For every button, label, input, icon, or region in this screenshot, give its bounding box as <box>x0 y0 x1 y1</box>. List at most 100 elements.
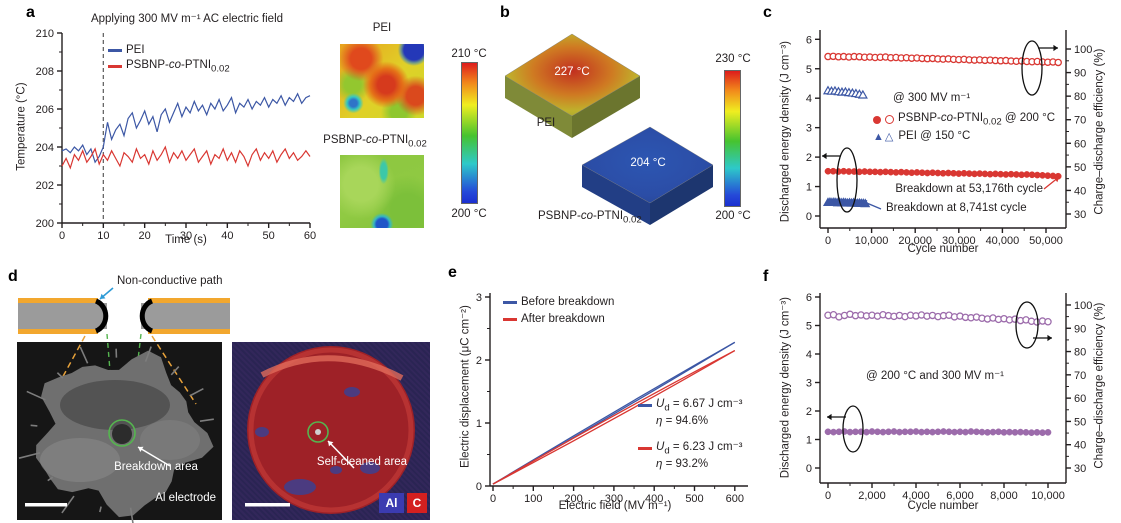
triangle-markers: ▲△ <box>873 131 895 144</box>
filled-circle-marker <box>873 115 881 124</box>
svg-text:4: 4 <box>806 93 812 105</box>
panel-c-legend-pei-label: PEI @ 150 °C <box>898 130 971 142</box>
svg-text:80: 80 <box>1074 91 1086 103</box>
svg-text:208: 208 <box>36 66 54 78</box>
svg-text:10,000: 10,000 <box>1031 490 1065 502</box>
colorbar-a <box>461 62 478 204</box>
psbnp-box-label: PSBNP-co-PTNI0.02 <box>538 210 642 226</box>
svg-text:70: 70 <box>1074 370 1086 382</box>
panel-c-breakdown-annotation-blue: Breakdown at 8,741st cycle <box>886 202 1027 214</box>
pei-line-swatch <box>108 49 122 52</box>
pei-box-temp-label: 227 °C <box>554 66 590 78</box>
svg-text:70: 70 <box>1074 115 1086 127</box>
svg-text:40: 40 <box>1074 440 1086 452</box>
ud-before-value: Ud = 6.67 J cm⁻³ <box>656 398 743 414</box>
panel-a-y-axis-label: Temperature (°C) <box>15 82 28 171</box>
svg-text:200: 200 <box>36 218 54 230</box>
psbnp-box-temp-label: 204 °C <box>630 157 666 169</box>
svg-text:210: 210 <box>36 28 54 40</box>
panel-c-condition: @ 300 MV m⁻¹ <box>893 92 971 104</box>
non-conductive-path-label: Non-conductive path <box>117 275 223 287</box>
svg-text:100: 100 <box>1074 44 1092 56</box>
svg-text:0: 0 <box>59 230 65 242</box>
svg-text:10,000: 10,000 <box>855 235 889 247</box>
svg-text:3: 3 <box>476 292 482 304</box>
before-breakdown-label: Before breakdown <box>521 296 615 308</box>
svg-text:202: 202 <box>36 180 54 192</box>
svg-text:60: 60 <box>304 230 316 242</box>
psbnp-legend-label: PSBNP-co-PTNI0.02 <box>126 59 230 75</box>
svg-text:0: 0 <box>490 493 496 505</box>
panel-c-x-axis-label: Cycle number <box>907 243 979 255</box>
svg-text:40: 40 <box>1074 185 1086 197</box>
svg-text:50: 50 <box>1074 416 1086 428</box>
panel-f-right-axis-label: Charge–discharge efficiency (%) <box>1093 302 1106 469</box>
panel-label-f: f <box>763 268 769 285</box>
ud-after-value: Ud = 6.23 J cm⁻³ <box>656 441 743 457</box>
panel-label-c: c <box>763 4 772 21</box>
panel-c-breakdown-annotation-red: Breakdown at 53,176th cycle <box>895 183 1043 195</box>
colorbar-b <box>724 70 741 207</box>
panel-a-x-axis-label: Time (s) <box>165 234 207 246</box>
colorbar-b-max-label: 230 °C <box>715 53 751 65</box>
thermal-psbnp-label: PSBNP-co-PTNI0.02 <box>323 134 427 150</box>
svg-text:206: 206 <box>36 104 54 116</box>
panel-c-legend-psbnp: PSBNP-co-PTNI0.02 @ 200 °C <box>873 112 1055 127</box>
svg-text:2,000: 2,000 <box>858 490 886 502</box>
svg-text:0: 0 <box>825 235 831 247</box>
svg-text:600: 600 <box>726 493 744 505</box>
svg-text:4: 4 <box>806 349 812 361</box>
after-breakdown-label: After breakdown <box>521 313 605 325</box>
panel-a-legend-pei: PEI <box>108 44 145 57</box>
panel-e-legend-before: Before breakdown <box>503 296 614 309</box>
panel-c-left-axis-label: Discharged energy density (J cm⁻³) <box>779 41 792 223</box>
svg-text:30: 30 <box>1074 463 1086 475</box>
svg-text:0: 0 <box>806 211 812 223</box>
eta-before-value: η = 94.6% <box>656 415 709 427</box>
svg-text:1: 1 <box>476 418 482 430</box>
open-circle-marker <box>885 115 894 125</box>
svg-text:10: 10 <box>97 230 109 242</box>
panel-a-title: Applying 300 MV m⁻¹ AC electric field <box>90 13 284 25</box>
colorbar-a-max-label: 210 °C <box>451 48 487 60</box>
ud-before-swatch <box>638 404 652 407</box>
svg-text:3: 3 <box>806 123 812 135</box>
eta-after-value: η = 93.2% <box>656 458 709 470</box>
svg-text:5: 5 <box>806 321 812 333</box>
svg-text:30: 30 <box>1074 209 1086 221</box>
svg-text:0: 0 <box>476 481 482 493</box>
svg-text:0: 0 <box>825 490 831 502</box>
panel-e-ud-before: Ud = 6.67 J cm⁻³ <box>638 398 743 413</box>
panel-e-legend-after: After breakdown <box>503 313 605 326</box>
svg-text:204: 204 <box>36 142 54 154</box>
svg-text:5: 5 <box>806 64 812 76</box>
svg-text:6: 6 <box>806 34 812 46</box>
panel-f-left-axis-label: Discharged energy density (J cm⁻³) <box>779 297 792 479</box>
breakdown-area-label: Breakdown area <box>114 461 198 473</box>
svg-text:50: 50 <box>1074 162 1086 174</box>
after-breakdown-swatch <box>503 318 517 321</box>
svg-text:80: 80 <box>1074 347 1086 359</box>
panel-label-b: b <box>500 4 510 21</box>
panel-c-legend-pei: ▲△ PEI @ 150 °C <box>873 130 970 143</box>
svg-text:90: 90 <box>1074 68 1086 80</box>
thermal-pei-label: PEI <box>372 22 392 34</box>
panel-e-ud-after: Ud = 6.23 J cm⁻³ <box>638 441 743 456</box>
svg-text:2: 2 <box>806 406 812 418</box>
svg-text:1: 1 <box>806 435 812 447</box>
panel-e-x-axis-label: Electric field (MV m⁻¹) <box>558 500 672 512</box>
ud-after-swatch <box>638 447 652 450</box>
al-electrode-label: Al electrode <box>155 492 216 504</box>
panel-label-e: e <box>448 264 457 281</box>
panel-label-d: d <box>8 268 18 285</box>
svg-text:50: 50 <box>263 230 275 242</box>
svg-text:6: 6 <box>806 292 812 304</box>
panel-a-legend-psbnp: PSBNP-co-PTNI0.02 <box>108 59 230 74</box>
pei-legend-label: PEI <box>126 44 145 56</box>
pei-box-label: PEI <box>536 117 556 129</box>
svg-text:90: 90 <box>1074 323 1086 335</box>
psbnp-line-swatch <box>108 65 122 68</box>
svg-text:2: 2 <box>476 355 482 367</box>
svg-text:50,000: 50,000 <box>1029 235 1063 247</box>
